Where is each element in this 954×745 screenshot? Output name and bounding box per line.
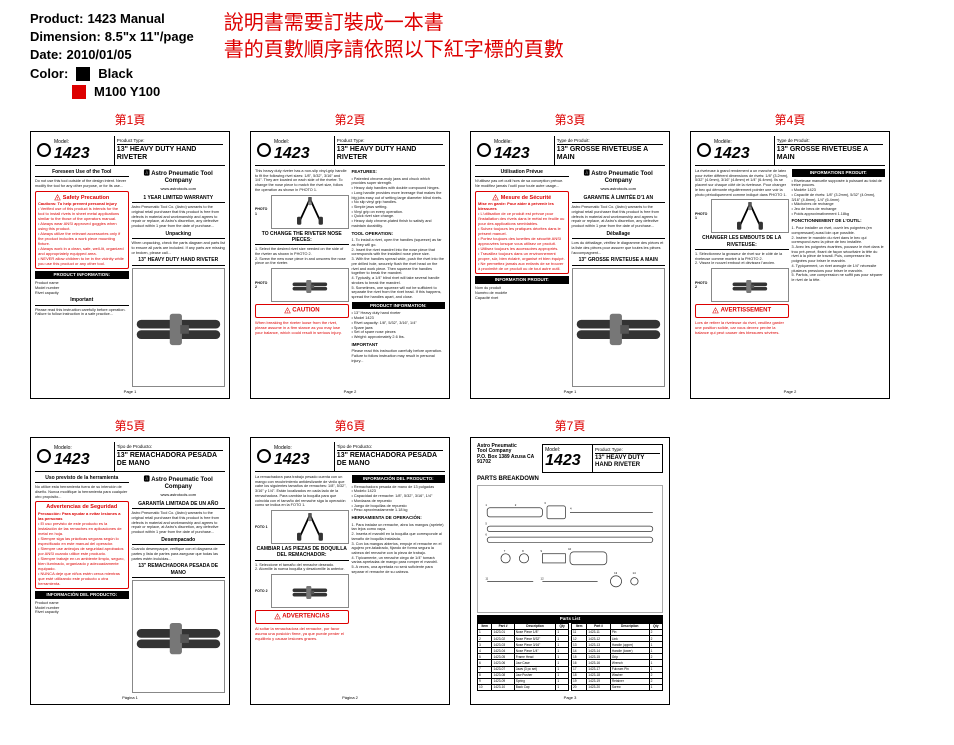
page-7: Astro Pneumatic Tool Company P.O. Box 13…	[470, 437, 670, 705]
model-number: 1423	[54, 146, 90, 162]
page-label-7: 第7頁	[555, 417, 586, 434]
date-label: Date:	[30, 46, 63, 64]
page-5: Modelo:1423 Tipo de Producto:13" REMACHA…	[30, 437, 230, 705]
header: Product: 1423 Manual Dimension: 8.5"x 11…	[30, 10, 924, 101]
svg-text:13: 13	[614, 571, 618, 575]
riveter-label: 13" HEAVY DUTY HAND RIVETER	[132, 257, 226, 265]
unpack-body: When unpacking, check the parts diagram …	[132, 241, 226, 255]
product-type-label: Product Type:	[117, 138, 223, 145]
parts-table-a: ItemPart #DescriptionQty11423-01Nose Pie…	[477, 623, 569, 691]
svg-text:1: 1	[485, 503, 487, 507]
svg-text:4: 4	[570, 507, 572, 511]
warranty-body: Astro Pneumatic Tool Co. (Astro) warrant…	[132, 205, 226, 229]
parts-diagram: 1234 5678 9101112 1314	[477, 485, 663, 613]
tool-op-title: TOOL OPERATION:	[352, 231, 446, 237]
page-cell-7: 第7頁 Astro Pneumatic Tool Company P.O. Bo…	[470, 417, 670, 705]
color-label: Color:	[30, 65, 68, 83]
logo-circle	[37, 143, 51, 157]
important-title: Important	[35, 297, 129, 305]
change-title: TO CHANGE THE RIVETER NOSE PIECES:	[255, 231, 349, 246]
svg-text:3: 3	[544, 501, 546, 505]
parts-table-b: ItemPart #DescriptionQty111423-11Pin2121…	[571, 623, 663, 691]
parts-table: ItemPart #DescriptionQty11423-01Nose Pie…	[477, 623, 663, 691]
parts-logo: Astro Pneumatic Tool Company P.O. Box 13…	[477, 444, 542, 473]
info-body: Product name Model number Rivet capacity	[35, 281, 129, 295]
svg-text:11: 11	[485, 577, 488, 581]
svg-text:5: 5	[485, 521, 487, 525]
chinese-instructions: 說明書需要訂裝成一本書 書的頁數順序請依照以下紅字標的頁數	[224, 10, 564, 101]
page-4: Modèle:1423 Type de Produit:13" GROSSE R…	[690, 131, 890, 399]
product-value: 1423 Manual	[87, 10, 164, 28]
svg-text:9: 9	[541, 549, 543, 553]
page-label-3: 第3頁	[555, 111, 586, 128]
logo-circle	[257, 143, 271, 157]
page-label-1: 第1頁	[115, 111, 146, 128]
page-3: Modèle:1423 Type de Produit:13" GROSSE R…	[470, 131, 670, 399]
product-label: Product:	[30, 10, 83, 28]
safety-box: Safety Precaution Cautions: To help prev…	[35, 191, 129, 270]
foreseen-title: Foreseen Use of the Tool	[35, 169, 129, 177]
features-title: FEATURES:	[352, 169, 446, 175]
svg-text:8: 8	[522, 549, 524, 553]
page-cell-3: 第3頁 Modèle:1423 Type de Produit:13" GROS…	[470, 111, 670, 399]
dimension-value: 8.5"x 11"/page	[105, 28, 194, 46]
photo1	[271, 195, 349, 229]
dimension-label: Dimension:	[30, 28, 101, 46]
svg-text:10: 10	[568, 547, 572, 551]
important-body: Please read this instruction carefully b…	[35, 308, 129, 317]
page-label-5: 第5頁	[115, 417, 146, 434]
page-cell-1: 第1頁 Model:1423 Product Type:13" HEAVY DU…	[30, 111, 230, 399]
intro: This heavy duty riveter has a non-slip v…	[255, 169, 349, 193]
page-cell-2: 第2頁 Model:1423 Product Type:13" HEAVY DU…	[250, 111, 450, 399]
svg-text:12: 12	[541, 577, 545, 581]
page-label-4: 第4頁	[775, 111, 806, 128]
page-1: Model:1423 Product Type:13" HEAVY DUTY H…	[30, 131, 230, 399]
info-title: PRODUCT INFORMATION:	[35, 271, 129, 279]
parts-breakdown-title: PARTS BREAKDOWN	[477, 476, 663, 484]
page-label-2: 第2頁	[335, 111, 366, 128]
page-footer: Page 1	[35, 387, 225, 394]
cn-line1: 說明書需要訂裝成一本書	[224, 10, 564, 37]
page-cell-4: 第4頁 Modèle:1423 Type de Produit:13" GROS…	[690, 111, 890, 399]
page-label-6: 第6頁	[335, 417, 366, 434]
swatch-red	[72, 85, 86, 99]
svg-text:2: 2	[515, 503, 517, 507]
safety-body: • Verified use of this product is intend…	[38, 206, 126, 266]
color-red: M100 Y100	[94, 83, 160, 101]
photo2	[271, 268, 349, 302]
svg-text:14: 14	[633, 571, 637, 575]
company-logo: 🅰 Astro Pneumatic Tool Company www.astro…	[132, 169, 226, 193]
riveter-image-h	[132, 268, 226, 387]
caution-box: CAUTION	[255, 304, 349, 318]
page-grid: 第1頁 Model:1423 Product Type:13" HEAVY DU…	[30, 111, 924, 705]
date-value: 2010/01/05	[67, 46, 132, 64]
product-type: 13" HEAVY DUTY HAND RIVETER	[117, 146, 223, 164]
page-cell-5: 第5頁 Modelo:1423 Tipo de Producto:13" REM…	[30, 417, 230, 705]
safety-box-fr: Mesure de Sécurité Mise en garde: Pour a…	[475, 191, 569, 275]
color-black: Black	[98, 65, 133, 83]
safety-title: Safety Precaution	[63, 195, 109, 201]
meta-info: Product: 1423 Manual Dimension: 8.5"x 11…	[30, 10, 194, 101]
svg-text:6: 6	[485, 532, 487, 536]
page-2: Model:1423 Product Type:13" HEAVY DUTY H…	[250, 131, 450, 399]
page-6: Modelo:1423 Tipo de Producto:13" REMACHA…	[250, 437, 450, 705]
svg-text:7: 7	[504, 549, 506, 553]
warranty-title: 1 YEAR LIMITED WARRANTY	[132, 195, 226, 203]
parts-list-title: Parts List	[477, 615, 663, 623]
swatch-black	[76, 67, 90, 81]
foreseen-body: Do not use this tool outside of the desi…	[35, 179, 129, 188]
unpack-title: Unpacking	[132, 231, 226, 239]
page-cell-6: 第6頁 Modelo:1423 Tipo de Producto:13" REM…	[250, 417, 450, 705]
cn-line2: 書的頁數順序請依照以下紅字標的頁數	[224, 37, 564, 64]
caution-body: When breaking the riveter loose from the…	[255, 320, 349, 335]
